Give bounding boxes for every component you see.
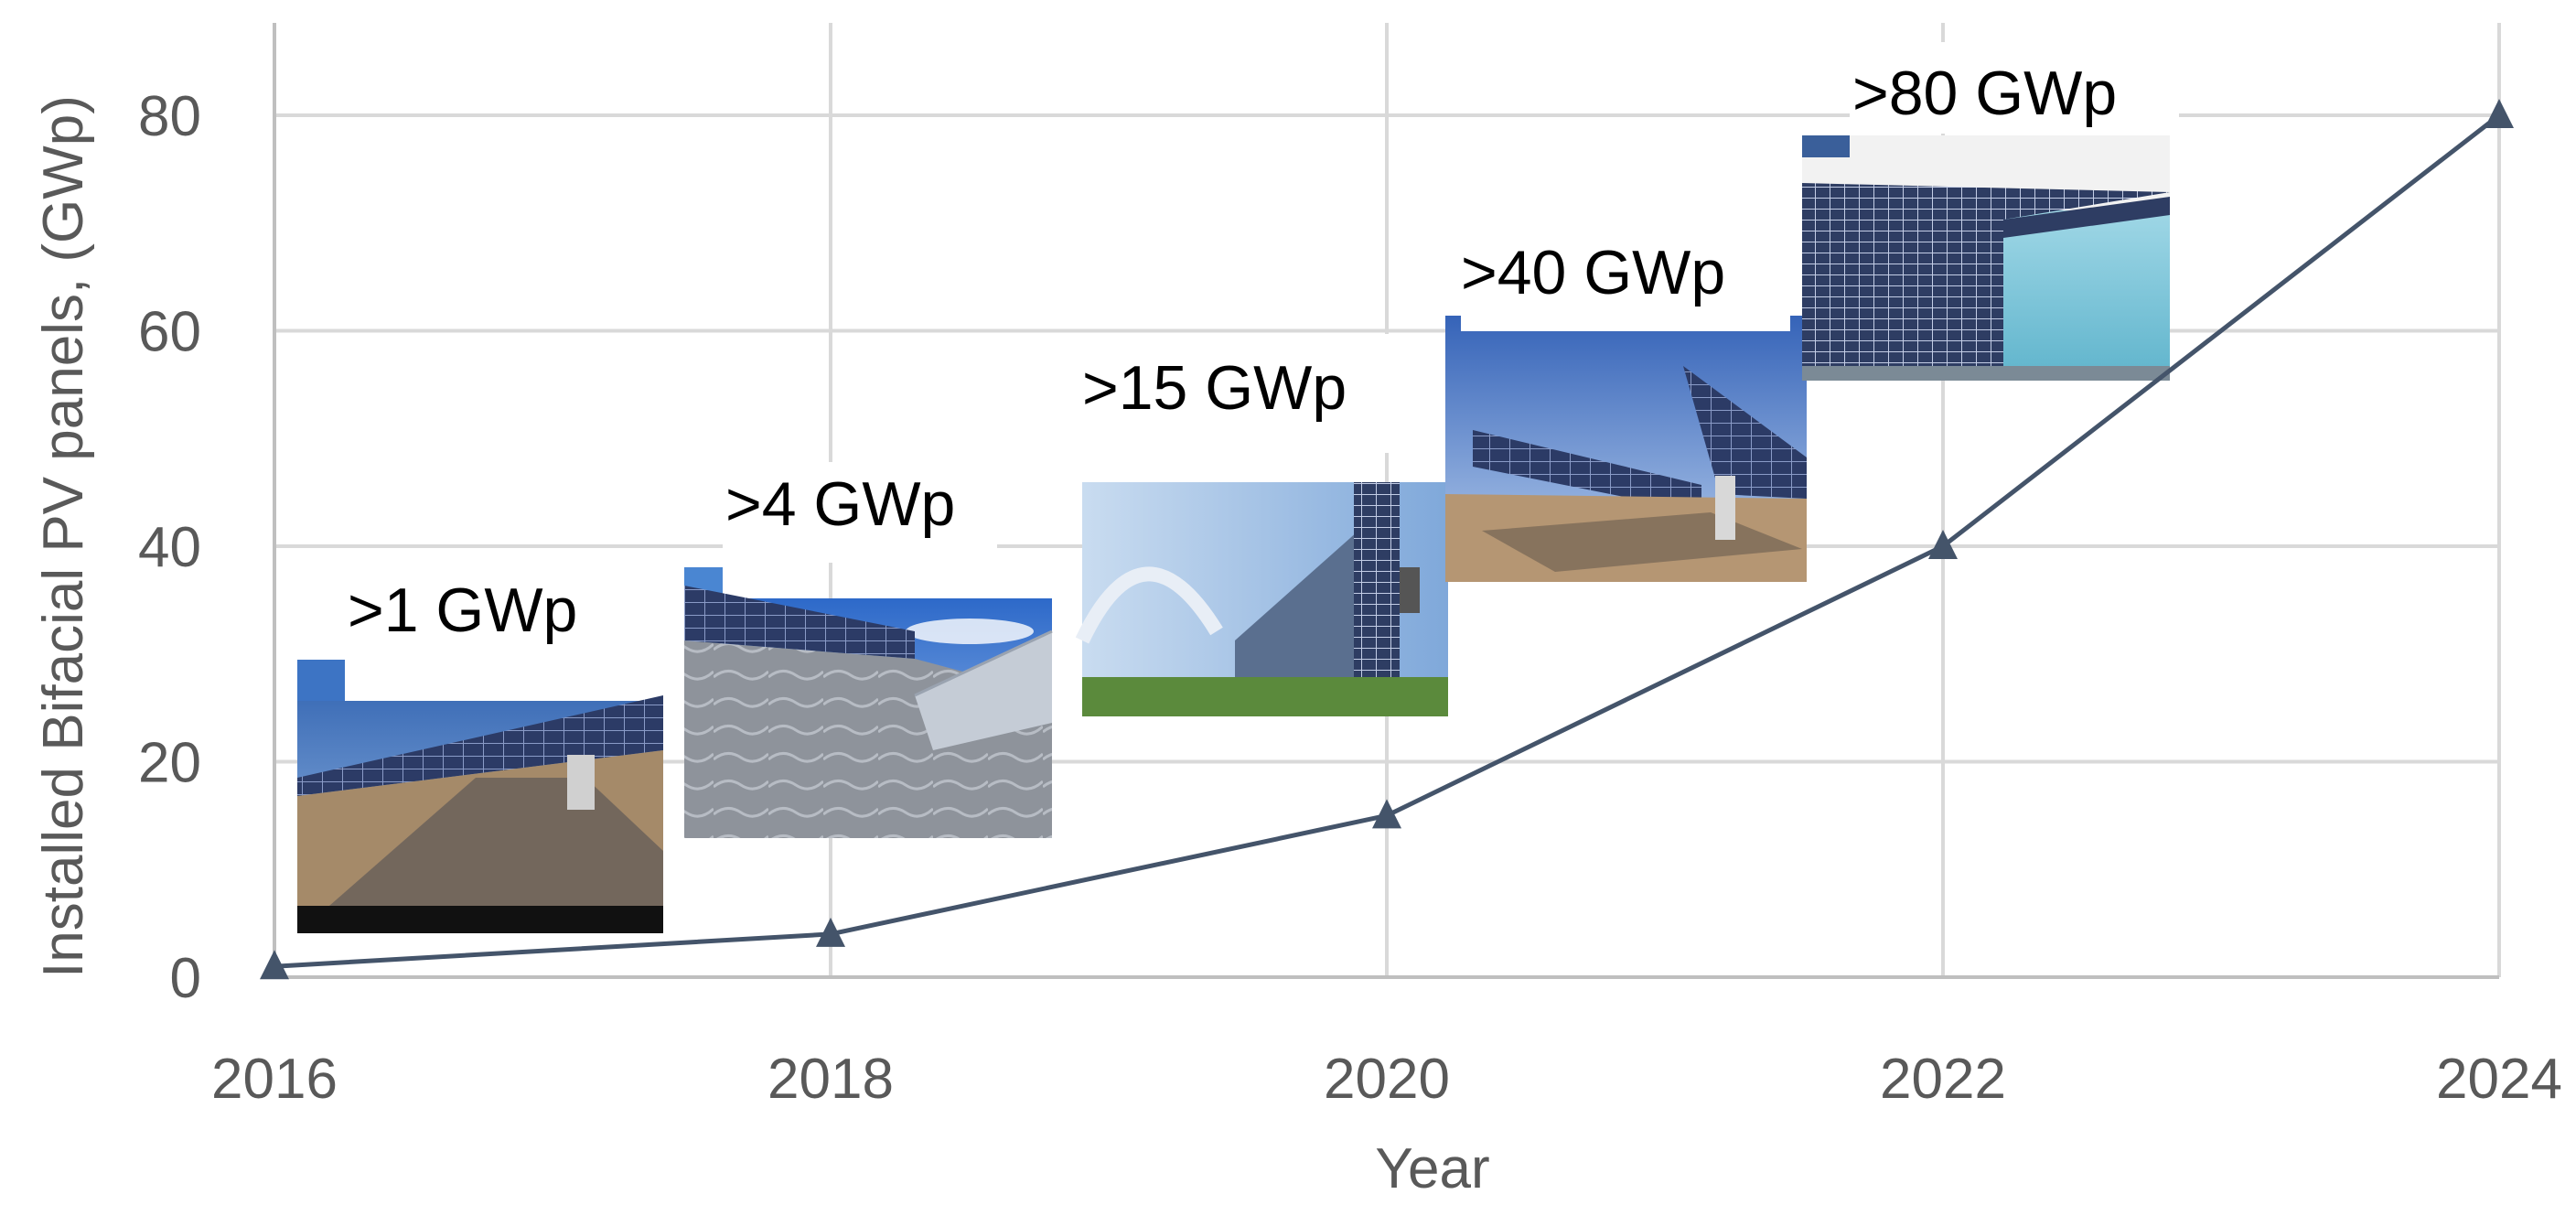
data-point-marker [1928, 530, 1958, 559]
photo-floating-pv-array [1802, 135, 2170, 381]
annotation-box [345, 560, 619, 651]
annotation-label-2: >4 GWp [725, 469, 955, 539]
series-line [260, 99, 2514, 980]
annotation-box [1082, 334, 1421, 453]
photo-tracker-array-white-ground [684, 567, 1053, 838]
photo-vertical-bifacial-panels [1075, 482, 1448, 716]
annotations: >1 GWp >4 GWp >15 GWp >40 GWp >80 GWp [345, 42, 2179, 651]
annotation-label-5: >80 GWp [1852, 59, 2117, 128]
annotation-box [723, 462, 997, 563]
y-tick-label: 80 [138, 85, 201, 148]
x-tick-label: 2024 [2436, 1048, 2562, 1111]
photo-tracker-bifacial-array [1445, 316, 1807, 582]
annotation-box [1850, 42, 2179, 134]
x-axis-title: Year [1375, 1137, 1489, 1200]
x-tick-label: 2018 [767, 1048, 894, 1111]
axes: 0 20 40 60 80 2016 2018 2020 2022 2024 Year Install… [32, 23, 2562, 1200]
photo-ground-mounted-bifacial-array [297, 660, 663, 933]
data-point-marker [816, 917, 845, 947]
annotation-label-1: >1 GWp [348, 576, 577, 645]
y-axis-title: Installed Bifacial PV panels, (GWp) [32, 95, 95, 978]
annotation-label-4: >40 GWp [1461, 238, 1725, 307]
x-tick-label: 2022 [1880, 1048, 2006, 1111]
annotation-box [1461, 221, 1790, 331]
annotation-label-3: >15 GWp [1082, 353, 1347, 423]
y-tick-label: 60 [138, 301, 201, 364]
y-tick-label: 0 [170, 947, 201, 1010]
data-point-marker [2485, 99, 2514, 128]
y-tick-label: 20 [138, 732, 201, 795]
x-tick-label: 2016 [211, 1048, 338, 1111]
x-tick-label: 2020 [1324, 1048, 1450, 1111]
data-point-marker [1372, 799, 1401, 829]
data-point-marker [260, 950, 289, 980]
y-tick-label: 40 [138, 516, 201, 579]
